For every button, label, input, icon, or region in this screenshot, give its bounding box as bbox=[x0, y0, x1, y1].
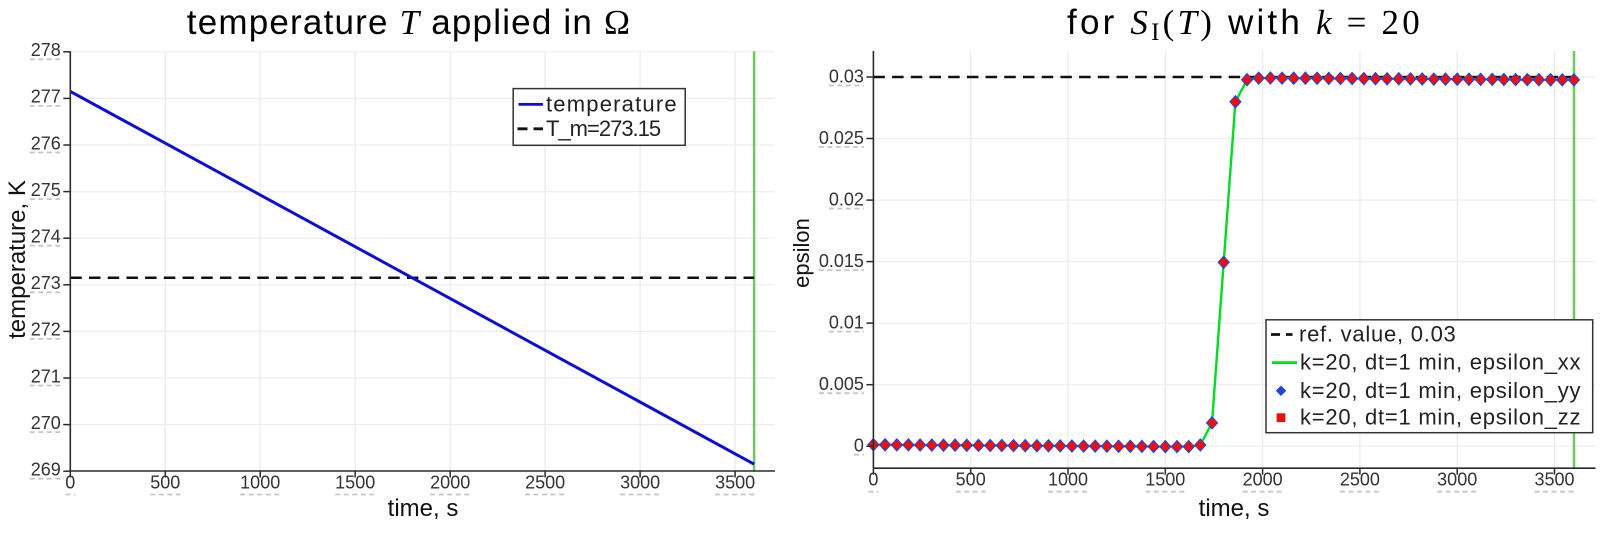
svg-text:for SI(T) with k = 20: for SI(T) with k = 20 bbox=[1067, 3, 1423, 46]
svg-text:3000: 3000 bbox=[1437, 470, 1477, 490]
svg-text:2000: 2000 bbox=[1243, 470, 1283, 490]
svg-text:272: 272 bbox=[31, 320, 61, 340]
svg-text:T_m=273.15: T_m=273.15 bbox=[546, 116, 661, 141]
svg-text:2000: 2000 bbox=[430, 473, 470, 493]
svg-text:269: 269 bbox=[31, 460, 61, 480]
svg-text:temperature, K: temperature, K bbox=[4, 180, 31, 339]
svg-text:277: 277 bbox=[31, 87, 61, 107]
svg-text:0.03: 0.03 bbox=[829, 66, 864, 86]
svg-text:274: 274 bbox=[31, 227, 61, 247]
svg-text:2500: 2500 bbox=[525, 473, 565, 493]
svg-text:0: 0 bbox=[65, 473, 75, 493]
svg-text:275: 275 bbox=[31, 180, 61, 200]
svg-text:epsilon: epsilon bbox=[789, 218, 814, 288]
svg-text:271: 271 bbox=[31, 366, 61, 386]
svg-text:1000: 1000 bbox=[1048, 470, 1088, 490]
svg-text:0.02: 0.02 bbox=[829, 189, 864, 209]
svg-text:temperature T applied in Ω: temperature T applied in Ω bbox=[187, 3, 631, 42]
svg-text:270: 270 bbox=[31, 413, 61, 433]
svg-text:3000: 3000 bbox=[620, 473, 660, 493]
svg-text:1000: 1000 bbox=[240, 473, 280, 493]
svg-text:1500: 1500 bbox=[1145, 470, 1185, 490]
svg-text:273: 273 bbox=[31, 273, 61, 293]
svg-text:500: 500 bbox=[150, 473, 180, 493]
svg-text:1500: 1500 bbox=[335, 473, 375, 493]
svg-text:0.01: 0.01 bbox=[829, 312, 864, 332]
svg-text:276: 276 bbox=[31, 133, 61, 153]
svg-text:500: 500 bbox=[956, 470, 986, 490]
svg-text:k=20, dt=1 min, epsilon_xx: k=20, dt=1 min, epsilon_xx bbox=[1300, 350, 1581, 375]
svg-text:0.025: 0.025 bbox=[819, 128, 864, 148]
svg-text:time, s: time, s bbox=[1199, 495, 1270, 522]
svg-text:0: 0 bbox=[868, 470, 878, 490]
svg-text:k=20, dt=1 min, epsilon_yy: k=20, dt=1 min, epsilon_yy bbox=[1300, 378, 1581, 403]
svg-text:temperature: temperature bbox=[546, 91, 678, 116]
svg-text:0.015: 0.015 bbox=[819, 251, 864, 271]
svg-text:k=20, dt=1 min, epsilon_zz: k=20, dt=1 min, epsilon_zz bbox=[1300, 405, 1581, 430]
svg-text:time, s: time, s bbox=[388, 495, 459, 522]
svg-text:0.005: 0.005 bbox=[819, 374, 864, 394]
svg-text:278: 278 bbox=[31, 40, 61, 60]
svg-text:3500: 3500 bbox=[715, 473, 755, 493]
svg-text:2500: 2500 bbox=[1340, 470, 1380, 490]
svg-text:0: 0 bbox=[854, 436, 864, 456]
svg-text:ref. value, 0.03: ref. value, 0.03 bbox=[1299, 322, 1457, 347]
svg-text:3500: 3500 bbox=[1534, 470, 1574, 490]
